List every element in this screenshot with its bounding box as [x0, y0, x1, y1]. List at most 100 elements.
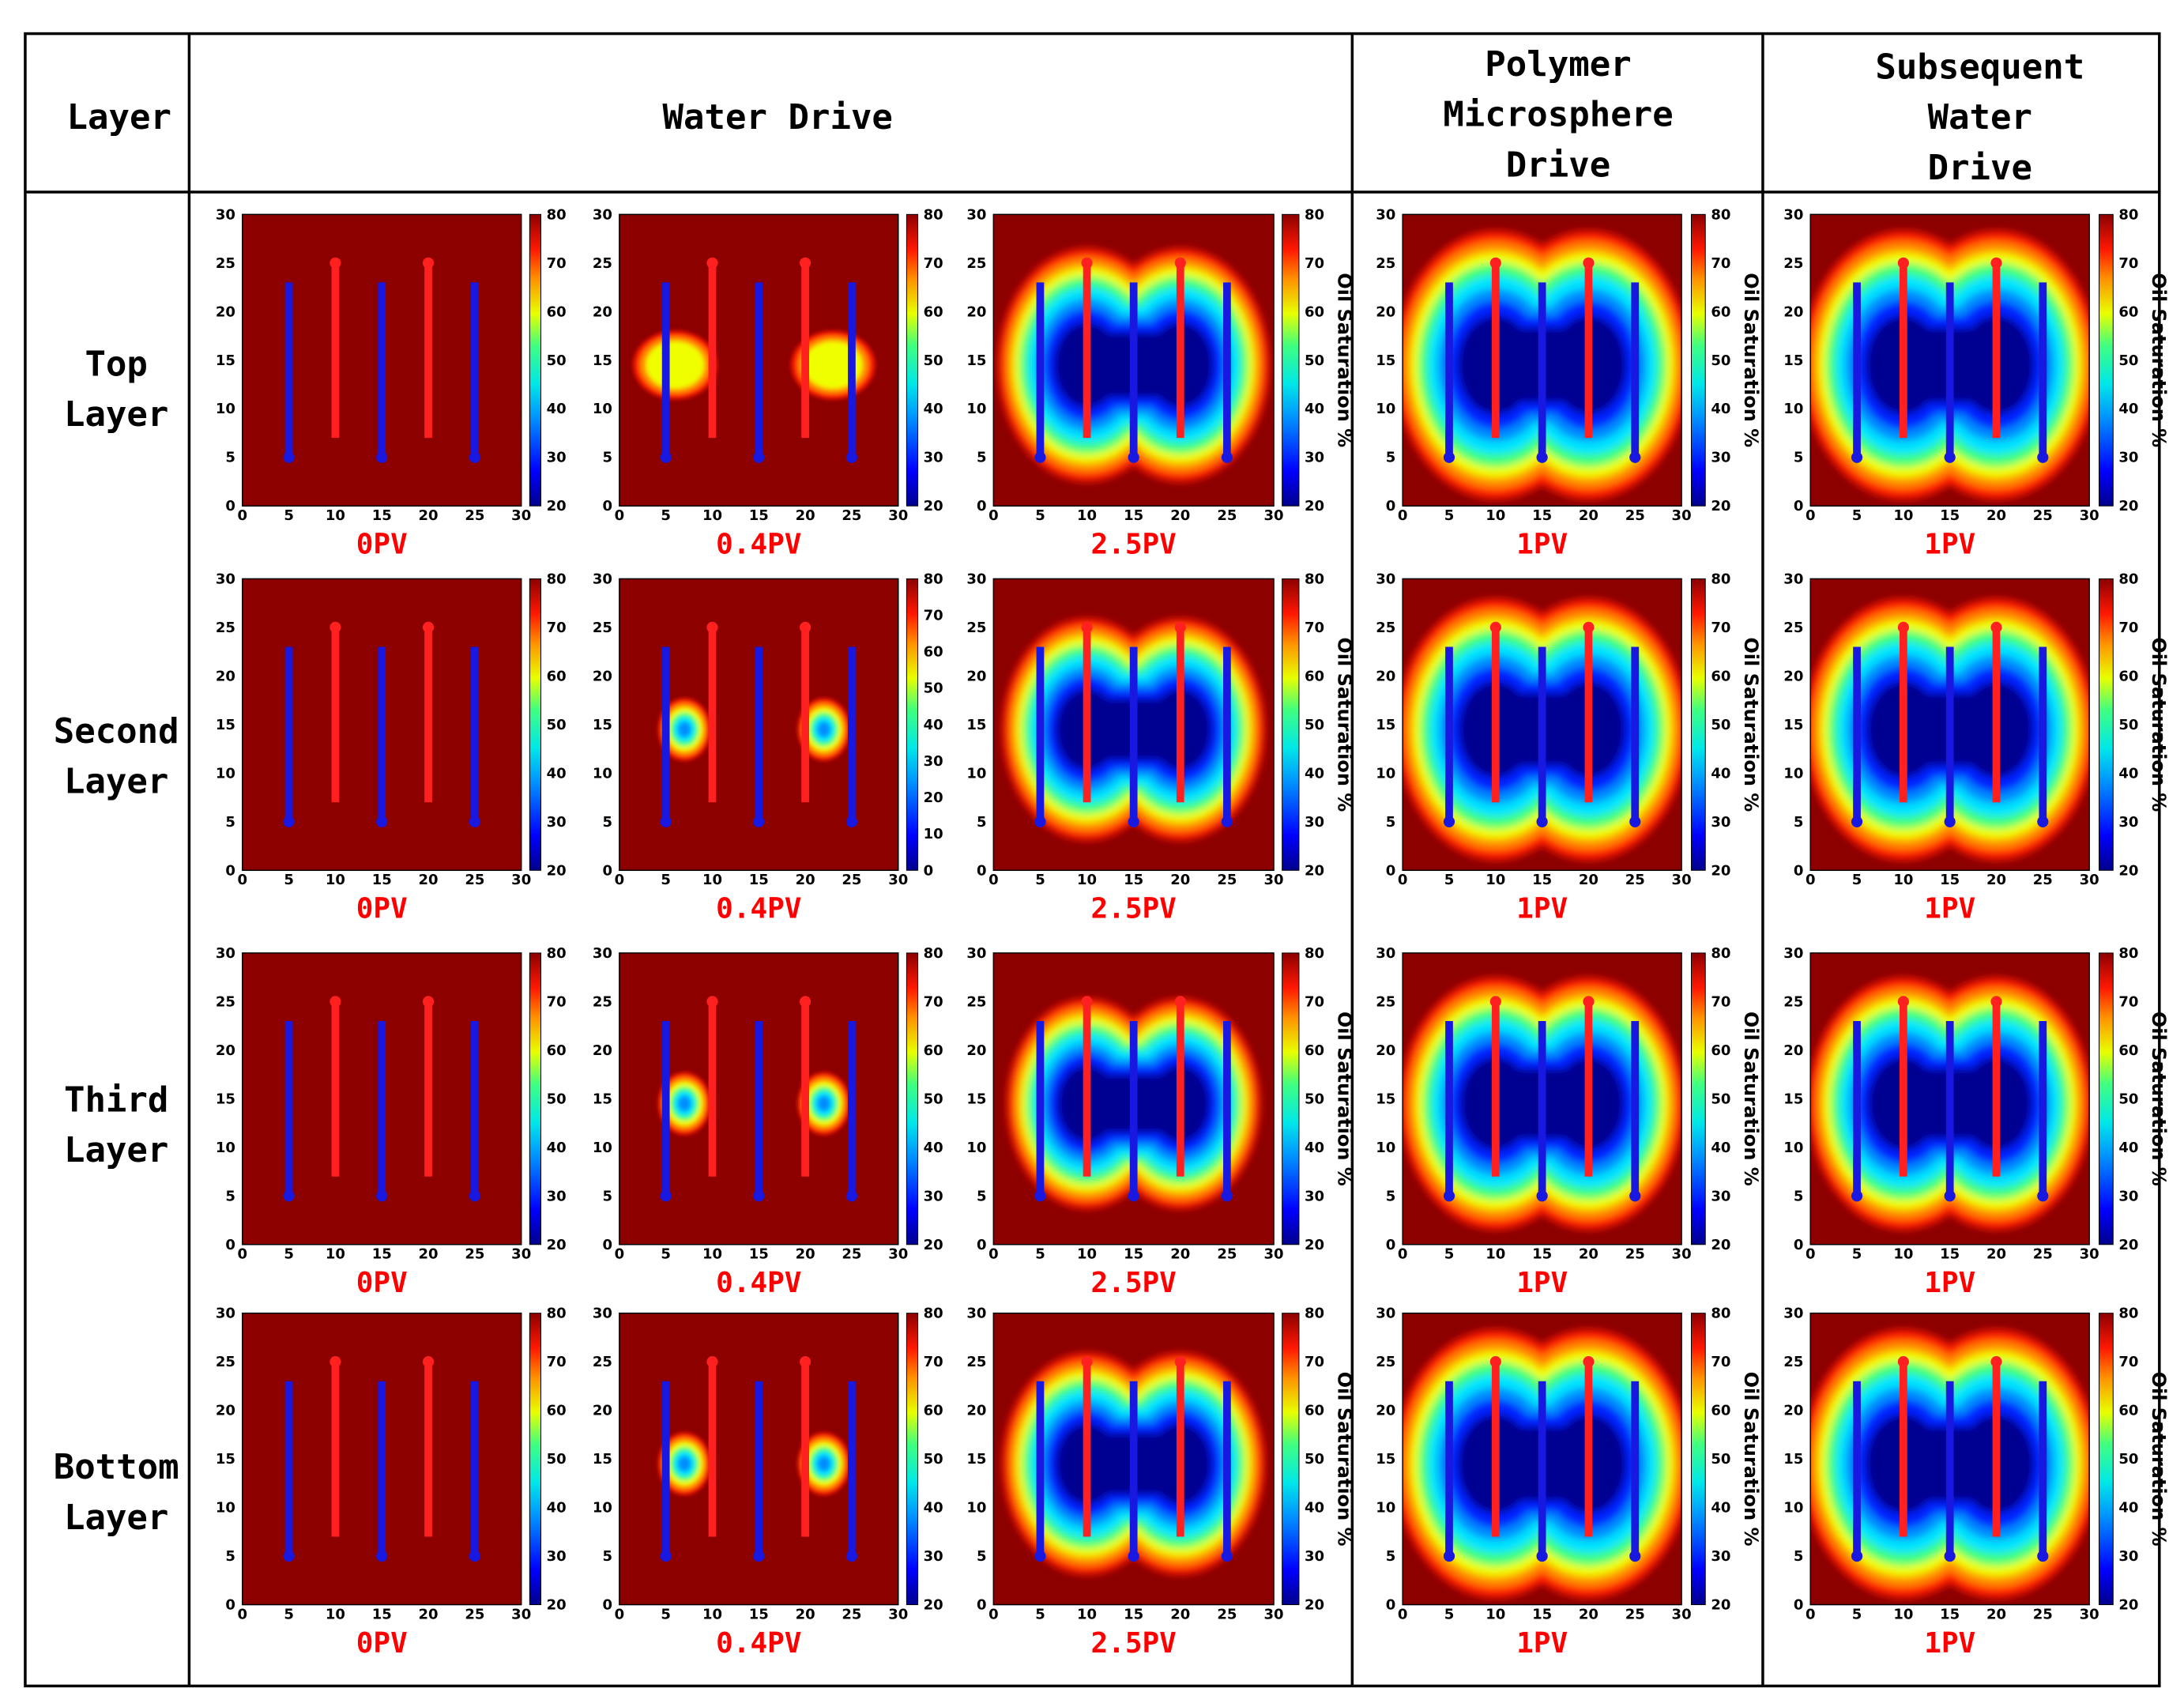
colorbar-tick-label: 30: [1305, 1548, 1324, 1565]
y-tick-label: 25: [966, 993, 986, 1010]
y-tick-label: 25: [216, 1354, 235, 1370]
heatmap-panel: 0 5 10 15 20 25 30 0 5 10 15 20 25 30 20 30 40 50 60 70 80 Oi…: [966, 571, 1355, 925]
heatmap-panel: 0 5 10 15 20 25 30 0 5 10 15 20 25 30 20 30 40 50 60 70 80 Oi…: [966, 206, 1355, 560]
y-tick-label: 5: [602, 1188, 612, 1204]
x-tick-label: 0: [615, 872, 625, 888]
producer-well-head: [1443, 1550, 1455, 1562]
header-polymer: Polymer: [1485, 44, 1631, 85]
x-tick-label: 30: [888, 507, 908, 524]
colorbar-tick-label: 40: [1305, 1500, 1324, 1517]
injector-well-head: [329, 257, 341, 269]
colorbar-tick-label: 40: [1711, 1140, 1730, 1156]
colorbar-tick-label: 60: [547, 1042, 567, 1059]
x-tick-label: 15: [372, 1606, 392, 1622]
colorbar-tick-label: 60: [924, 1042, 943, 1059]
x-tick-label: 25: [1217, 1246, 1237, 1263]
x-tick-label: 10: [1893, 872, 1913, 888]
y-tick-label: 5: [1386, 1548, 1396, 1565]
producer-well-head: [2037, 1190, 2049, 1202]
stage-label: 1PV: [1516, 528, 1568, 560]
header-subsequent: Water: [1928, 97, 2032, 138]
colorbar-tick-label: 80: [1305, 206, 1324, 223]
y-tick-label: 5: [1794, 1548, 1804, 1565]
x-tick-label: 15: [1940, 1246, 1960, 1263]
plot-frame: [1402, 1312, 1682, 1606]
colorbar-tick-label: 80: [924, 945, 943, 962]
stage-label: 1PV: [1516, 1627, 1568, 1660]
y-tick-label: 10: [593, 401, 612, 417]
colorbar-tick-label: 50: [1305, 352, 1324, 369]
colorbar-tick-label: 60: [924, 303, 943, 320]
y-tick-label: 30: [966, 206, 986, 223]
y-tick-label: 25: [593, 993, 612, 1010]
y-tick-label: 0: [1794, 1237, 1804, 1253]
colorbar-tick-label: 20: [924, 498, 943, 514]
y-tick-label: 0: [1794, 1597, 1804, 1614]
x-tick-label: 25: [1217, 872, 1237, 888]
y-tick-label: 30: [593, 571, 612, 587]
y-tick-label: 25: [966, 255, 986, 272]
y-tick-label: 10: [593, 1500, 612, 1517]
colorbar-tick-label: 70: [1711, 255, 1730, 272]
plot-frame: [619, 952, 899, 1245]
colorbar-tick-label: 40: [2118, 401, 2138, 417]
table-border: [24, 32, 2161, 1688]
producer-well-head: [660, 816, 672, 827]
y-tick-label: 10: [1376, 1500, 1395, 1517]
y-tick-label: 15: [966, 1451, 986, 1468]
colorbar-tick-label: 70: [1711, 620, 1730, 636]
colorbar-tick-label: 80: [547, 945, 567, 962]
y-tick-label: 25: [216, 620, 235, 636]
injector-well-head: [800, 257, 811, 269]
x-tick-label: 15: [372, 872, 392, 888]
x-tick-label: 10: [702, 507, 722, 524]
plot-frame: [242, 1312, 522, 1606]
producer-well-head: [1034, 1550, 1046, 1562]
producer-well-head: [1629, 451, 1641, 463]
producer-well-head: [1221, 1190, 1233, 1202]
colorbar-tick-label: 70: [2118, 1354, 2138, 1370]
producer-well-head: [376, 816, 388, 827]
injector-well-head: [422, 996, 435, 1008]
y-tick-label: 25: [1783, 993, 1803, 1010]
y-tick-label: 30: [966, 945, 986, 962]
colorbar-tick-label: 40: [2118, 1500, 2138, 1517]
y-tick-label: 0: [602, 862, 612, 879]
producer-well-head: [283, 1550, 295, 1562]
x-tick-label: 20: [796, 872, 815, 888]
y-tick-label: 10: [1783, 1500, 1803, 1517]
y-tick-label: 15: [593, 1091, 612, 1107]
colorbar-tick-label: 20: [1305, 1597, 1324, 1614]
producer-well-head: [1851, 451, 1863, 463]
x-tick-label: 5: [661, 872, 671, 888]
colorbar-label: Oil Saturation %: [1740, 1012, 1762, 1186]
x-tick-label: 10: [1077, 1246, 1097, 1263]
colorbar-tick-label: 80: [1305, 945, 1324, 962]
x-tick-label: 20: [1579, 507, 1598, 524]
x-tick-label: 10: [326, 1606, 345, 1622]
y-tick-label: 15: [1376, 717, 1395, 733]
colorbar-tick-label: 50: [2118, 1091, 2138, 1107]
y-tick-label: 5: [225, 814, 235, 831]
plot-frame: [242, 578, 522, 872]
injector-well-head: [422, 257, 435, 269]
y-tick-label: 5: [225, 450, 235, 466]
x-tick-label: 20: [796, 507, 815, 524]
colorbar-tick-label: 60: [1711, 668, 1730, 684]
y-tick-label: 20: [1376, 1403, 1395, 1419]
x-tick-label: 5: [1852, 872, 1862, 888]
injector-well-head: [1174, 1356, 1186, 1368]
injector-well-head: [1489, 621, 1501, 633]
y-tick-label: 10: [1783, 401, 1803, 417]
y-tick-label: 15: [216, 1091, 235, 1107]
y-tick-label: 0: [977, 1597, 987, 1614]
x-tick-label: 0: [238, 872, 248, 888]
stage-label: 2.5PV: [1090, 528, 1176, 560]
y-tick-label: 30: [1376, 206, 1395, 223]
colorbar-label: Oil Saturation %: [2148, 637, 2170, 812]
producer-well-head: [469, 1190, 480, 1202]
x-tick-label: 0: [238, 507, 248, 524]
producer-well-head: [1443, 816, 1455, 827]
x-tick-label: 0: [1398, 1606, 1408, 1622]
x-tick-label: 0: [238, 1246, 248, 1263]
